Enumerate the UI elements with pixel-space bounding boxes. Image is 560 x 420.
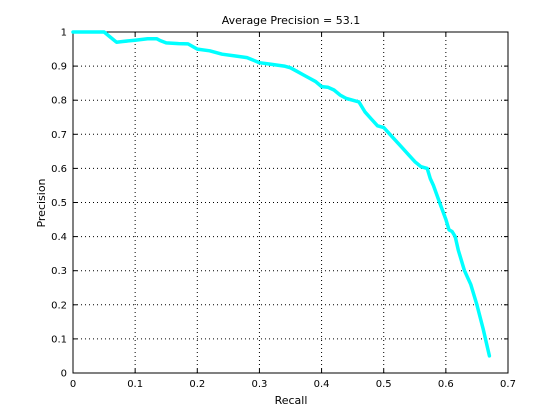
x-axis-label: Recall (275, 394, 308, 407)
x-tick-label: 0.4 (314, 379, 330, 390)
y-tick-label: 0.9 (51, 62, 67, 73)
x-tick-label: 0.6 (438, 379, 454, 390)
y-tick-label: 0.5 (51, 198, 67, 209)
y-axis-label: Precision (35, 178, 48, 227)
x-tick-label: 0.7 (500, 379, 516, 390)
y-tick-label: 0.6 (51, 164, 67, 175)
y-tick-label: 0.2 (51, 300, 67, 311)
plot-axes (72, 31, 509, 374)
axis-ticks: 0 0.1 0.2 0.3 0.4 0.5 0.6 0.7 0 0.1 0.2 0.3 0.4 0.5 0.… (51, 28, 516, 391)
precision-recall-line (71, 30, 492, 358)
y-tick-label: 0.1 (51, 334, 67, 345)
plot-frame (72, 31, 509, 374)
grid-lines (73, 32, 508, 373)
y-tick-label: 0.4 (51, 232, 67, 243)
y-tick-label: 0.8 (51, 96, 67, 107)
y-tick-label: 0.3 (51, 266, 67, 277)
x-tick-label: 0.3 (251, 379, 267, 390)
y-tick-label: 0 (61, 369, 67, 380)
x-tick-label: 0.5 (376, 379, 392, 390)
series-layer (71, 30, 492, 358)
chart-title: Average Precision = 53.1 (222, 14, 360, 27)
y-tick-label: 0.7 (51, 130, 67, 141)
x-tick-label: 0.2 (189, 379, 205, 390)
x-tick-label: 0.1 (127, 379, 143, 390)
y-tick-label: 1 (61, 28, 67, 39)
x-tick-label: 0 (70, 379, 76, 390)
